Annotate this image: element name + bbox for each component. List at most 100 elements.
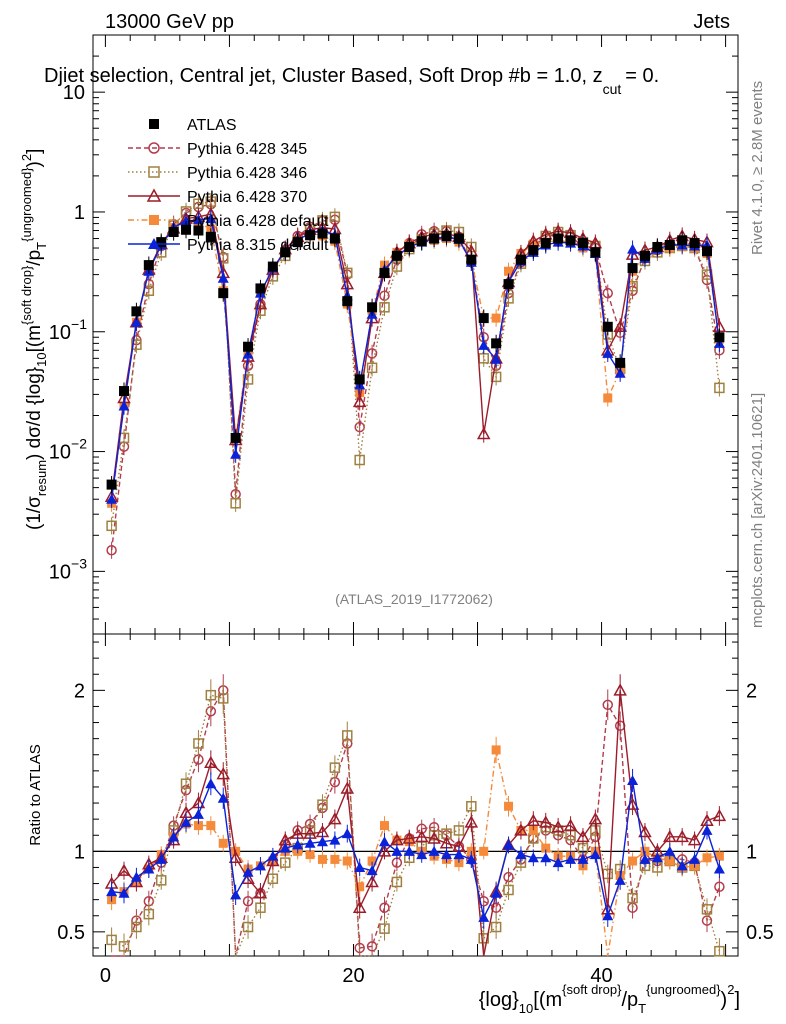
ratio-point (292, 839, 304, 850)
ratio-point (118, 941, 130, 952)
ratio-point (528, 825, 538, 835)
ratio-line (111, 694, 721, 957)
data-point (168, 227, 179, 238)
ratio-point (465, 853, 477, 864)
ratio-point (143, 863, 155, 874)
data-point (404, 241, 415, 252)
legend-entry: ATLAS (149, 117, 237, 134)
data-point (528, 245, 539, 256)
data-point (156, 237, 167, 248)
ratio-point (515, 849, 527, 860)
data-point (317, 228, 328, 239)
data-point (367, 302, 378, 313)
ratio-point (379, 923, 390, 934)
ratio-point (416, 849, 428, 860)
legend-label: ATLAS (187, 117, 237, 134)
ratio-point (267, 850, 279, 861)
ratio-point (365, 874, 379, 888)
ratio-point (628, 856, 638, 866)
ratio-point (613, 683, 627, 696)
ratio-point (378, 836, 390, 847)
ratio-point (713, 863, 725, 874)
data-point (391, 250, 402, 261)
data-point (565, 235, 576, 246)
ratio-point (391, 876, 403, 888)
data-point (131, 306, 142, 317)
data-point (429, 233, 440, 244)
ratio-point (541, 843, 551, 853)
data-point (639, 250, 650, 261)
ratio-point (340, 781, 355, 794)
ratio-point (478, 911, 490, 922)
ratio-point (665, 856, 675, 866)
ratio-point (466, 801, 477, 812)
ratio-point (377, 844, 392, 857)
main-y-axis-label: (1/σresum) dσ/d {log}10[(m{soft drop}/pT… (19, 149, 49, 530)
data-point (354, 421, 365, 433)
ratio-point (328, 812, 342, 825)
ratio-point (602, 699, 614, 711)
x-tick-label: 40 (590, 965, 612, 987)
ratio-point (317, 854, 327, 864)
data-point (366, 348, 378, 359)
data-point (255, 283, 266, 294)
ratio-point (352, 900, 367, 913)
data-point (504, 266, 514, 276)
ratio-point (155, 853, 167, 864)
ratio-point (279, 842, 291, 853)
ratio-point (131, 921, 142, 933)
ratio-point (588, 812, 603, 825)
legend-label: Pythia 6.428 370 (187, 189, 307, 206)
data-point (106, 479, 117, 490)
ratio-point (180, 778, 192, 789)
mcplots-label: mcplots.cern.ch [arXiv:2401.10621] (749, 393, 766, 628)
ratio-point (117, 863, 131, 876)
ratio-point (342, 856, 352, 866)
ratio-point (490, 921, 502, 933)
ratio-point (714, 881, 725, 893)
ratio-point (217, 693, 229, 704)
ratio-point (689, 853, 701, 864)
data-point (602, 287, 614, 299)
data-point (292, 237, 303, 248)
legend-marker (149, 215, 159, 225)
ratio-point (192, 808, 204, 819)
data-point (602, 347, 614, 358)
data-point (305, 230, 316, 241)
ratio-point (379, 902, 390, 913)
ratio-point (664, 845, 676, 856)
category-label: Jets (693, 11, 730, 33)
data-point (714, 382, 725, 394)
ratio-point (675, 829, 689, 843)
data-point (478, 339, 490, 350)
ratio-point (106, 934, 117, 946)
data-point (515, 254, 526, 265)
ratio-pythia-8-315-default (106, 768, 725, 929)
ratio-point (341, 828, 353, 839)
data-point (243, 341, 254, 352)
ratio-point (565, 853, 577, 864)
ratio-point (602, 910, 614, 921)
data-point (490, 353, 502, 364)
ratio-point (329, 762, 341, 773)
ratio-point (330, 854, 340, 864)
energy-label: 13000 GeV pp (105, 11, 234, 33)
data-point (379, 302, 390, 313)
ratio-point (155, 875, 167, 886)
ratio-point (577, 853, 589, 864)
x-axis-label: {log}10[(m{soft drop}/pT{ungroomed})2] (479, 982, 740, 1016)
ratio-point (206, 821, 216, 831)
data-point (627, 280, 638, 292)
data-point (701, 246, 712, 257)
legend-label: Pythia 6.428 346 (187, 165, 307, 182)
data-point (689, 238, 700, 249)
ratio-point (228, 850, 243, 864)
ratio-y-tick-label: 2 (74, 680, 85, 702)
ratio-point (304, 837, 316, 848)
ratio-point (342, 730, 353, 741)
ratio-point (329, 834, 341, 845)
series-line (110, 217, 721, 500)
data-point (652, 241, 663, 252)
data-point (180, 215, 192, 226)
legend-label: Pythia 6.428 345 (187, 141, 307, 158)
